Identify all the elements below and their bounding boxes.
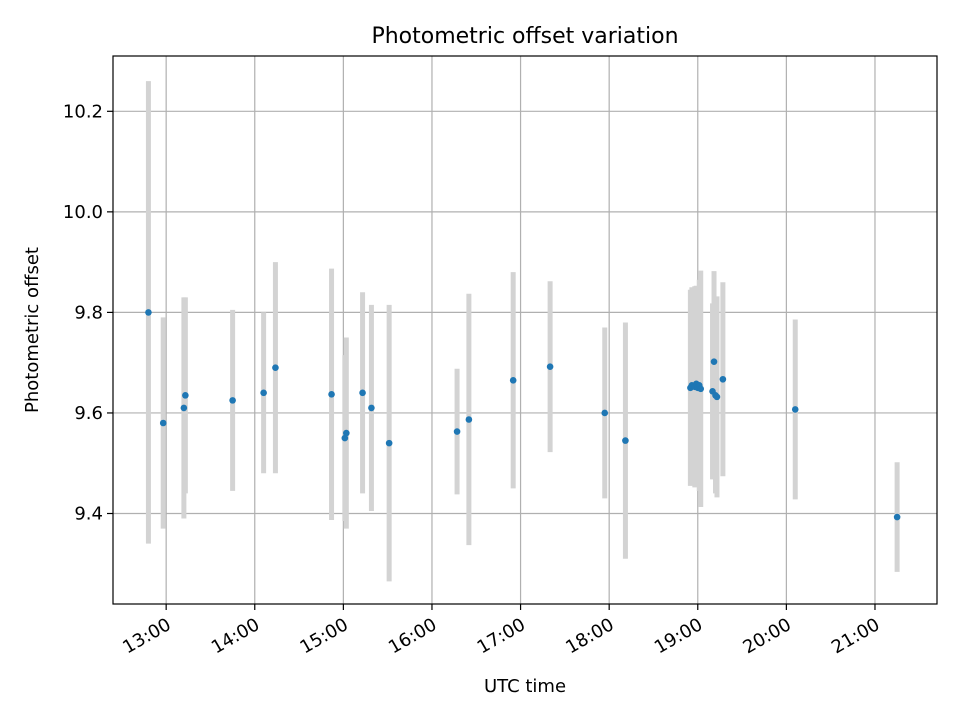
data-point	[260, 389, 267, 397]
data-point	[359, 389, 366, 397]
data-point	[697, 385, 705, 393]
x-axis-label: UTC time	[484, 676, 566, 697]
data-point	[328, 391, 335, 398]
data-point	[272, 364, 279, 372]
plot-frame	[112, 55, 938, 605]
grid-lines	[113, 56, 937, 604]
data-point	[182, 392, 189, 399]
y-tick-label: 10.0	[63, 202, 103, 223]
y-axis-label: Photometric offset	[22, 247, 43, 413]
data-point	[713, 393, 721, 401]
y-tick-label: 9.4	[74, 504, 103, 525]
data-point	[509, 376, 517, 384]
data-point	[368, 404, 375, 412]
data-point	[546, 363, 554, 371]
data-point	[159, 419, 167, 427]
data-point	[710, 358, 718, 365]
y-tick-label: 9.6	[74, 403, 103, 424]
data-point	[893, 513, 901, 521]
data-point	[343, 429, 350, 437]
chart-title: Photometric offset variation	[371, 24, 678, 49]
data-points	[145, 309, 901, 521]
data-point	[341, 434, 349, 442]
data-point	[622, 437, 629, 444]
data-point	[180, 404, 188, 412]
y-axis: 9.4 9.6 9.8 10.0 10.2	[63, 101, 113, 525]
y-tick-label: 9.8	[74, 302, 103, 323]
data-point	[719, 375, 727, 383]
data-point	[229, 397, 236, 404]
data-point	[601, 409, 609, 417]
data-point	[791, 406, 799, 413]
data-point	[465, 416, 473, 423]
data-point	[145, 309, 152, 316]
data-point	[453, 428, 461, 435]
y-tick-label: 10.2	[63, 101, 103, 122]
data-point	[385, 439, 393, 447]
